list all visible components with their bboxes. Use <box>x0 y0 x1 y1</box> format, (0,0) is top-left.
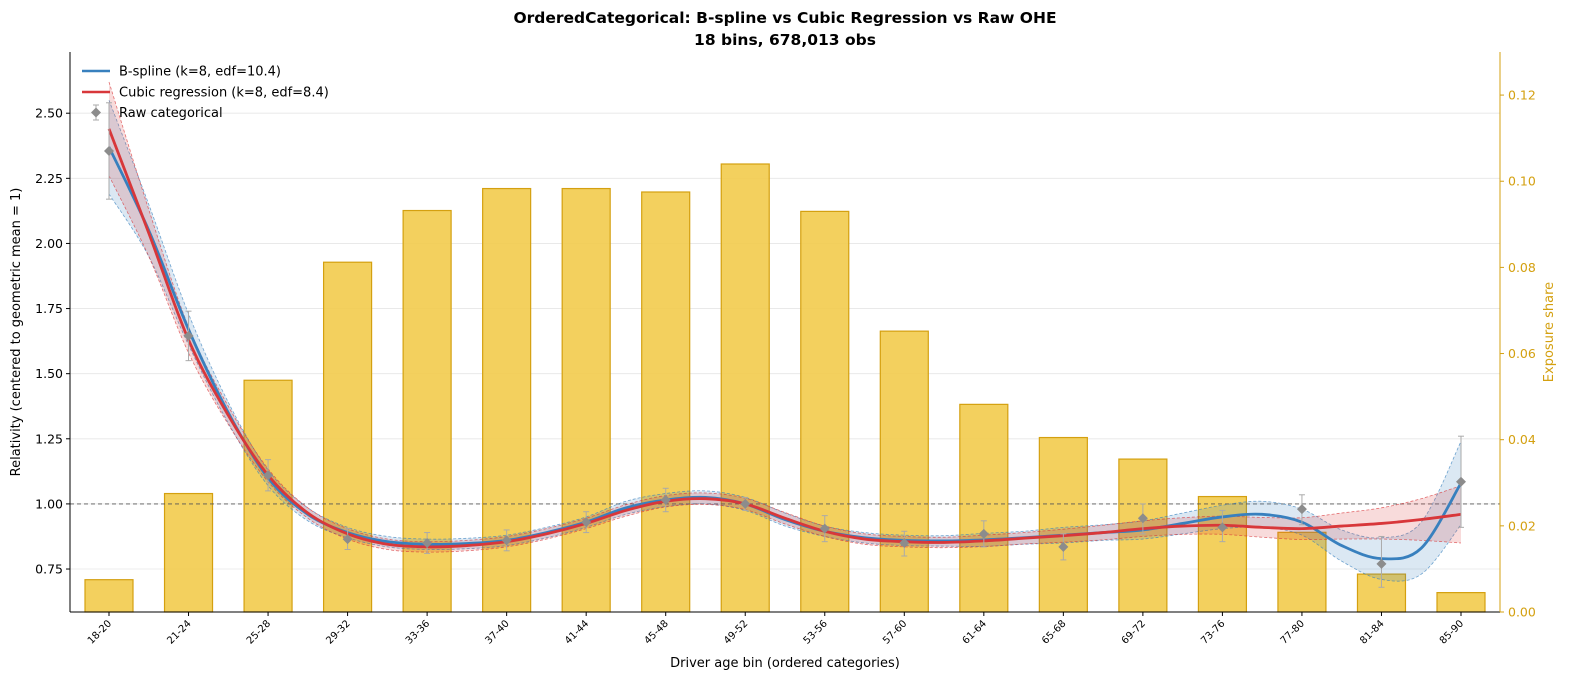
right-tick-label-5: 0.10 <box>1508 174 1536 189</box>
raw-point-49-52 <box>740 498 751 509</box>
exposure-bar-41-44 <box>561 187 611 613</box>
x-tick-label-29-32: 29-32 <box>324 618 352 646</box>
legend-label-cubic: Cubic regression (k=8, edf=8.4) <box>119 86 329 101</box>
spline-lines <box>107 128 1463 561</box>
raw-point-29-32 <box>342 534 353 545</box>
right-tick-label-3: 0.06 <box>1508 346 1536 361</box>
chart-title-line2: 18 bins, 678,013 obs <box>694 31 876 49</box>
chart-title-line1: OrderedCategorical: B-spline vs Cubic Re… <box>513 9 1056 27</box>
raw-point-65-68 <box>1058 541 1069 552</box>
legend-label-bspline: B-spline (k=8, edf=10.4) <box>119 65 281 80</box>
series-line-bspline <box>107 146 1463 561</box>
right-tick-label-6: 0.12 <box>1508 88 1536 103</box>
x-tick-label-57-60: 57-60 <box>881 618 909 646</box>
raw-point-85-90 <box>1456 476 1466 487</box>
raw-point-57-60 <box>899 537 910 548</box>
legend-swatch-raw-marker <box>91 107 101 118</box>
exposure-bar-77-80 <box>1277 531 1327 613</box>
right-tick-label-1: 0.02 <box>1508 518 1536 533</box>
x-tick-label-85-90: 85-90 <box>1438 618 1466 646</box>
x-tick-label-81-84: 81-84 <box>1358 618 1386 646</box>
exposure-bar-18-20 <box>84 579 134 613</box>
axes <box>69 52 1501 613</box>
raw-point-77-80 <box>1296 504 1307 515</box>
exposure-bar-29-32 <box>322 261 373 613</box>
exposure-bar-69-72 <box>1118 458 1168 613</box>
raw-point-37-40 <box>501 535 512 546</box>
exposure-bar-57-60 <box>879 330 929 613</box>
x-tick-label-73-76: 73-76 <box>1199 618 1227 646</box>
raw-point-69-72 <box>1137 513 1148 524</box>
x-tick-label-41-44: 41-44 <box>563 618 591 646</box>
raw-point-18-20 <box>104 145 114 156</box>
raw-point-53-56 <box>819 523 830 534</box>
raw-point-33-36 <box>422 537 433 548</box>
exposure-bar-53-56 <box>800 210 850 613</box>
exposure-bar-85-90 <box>1436 592 1486 613</box>
x-tick-label-25-28: 25-28 <box>245 618 273 646</box>
raw-point-61-64 <box>978 528 989 539</box>
x-tick-label-61-64: 61-64 <box>961 618 989 646</box>
exposure-bars <box>84 163 1486 613</box>
ci-upper-cubic <box>108 81 1462 543</box>
x-tick-label-37-40: 37-40 <box>483 618 511 646</box>
raw-point-45-48 <box>660 495 671 505</box>
ci-upper-bspline <box>108 100 1462 540</box>
raw-point-41-44 <box>581 517 592 528</box>
x-axis-label: Driver age bin (ordered categories) <box>670 656 900 671</box>
legend: B-spline (k=8, edf=10.4) Cubic regressio… <box>82 65 329 121</box>
right-axis-ticks: 0.00 0.02 0.04 0.06 0.08 0.10 0.12 <box>1500 88 1536 620</box>
y-axis-label-left: Relativity (centered to geometric mean =… <box>9 188 24 477</box>
exposure-bar-49-52 <box>720 163 770 613</box>
x-tick-label-49-52: 49-52 <box>722 618 750 646</box>
left-axis-ticks: 0.75 1.00 1.25 1.50 1.75 2.00 2.25 2.50 <box>35 106 70 577</box>
y-axis-label-right: Exposure share <box>1542 282 1557 382</box>
right-tick-label-4: 0.08 <box>1508 260 1536 275</box>
x-axis-ticks: 18-20 21-24 25-28 29-32 33-36 37-40 41-44 45-48… <box>86 612 1466 647</box>
x-tick-label-18-20: 18-20 <box>86 618 114 646</box>
left-tick-label-6: 2.25 <box>35 171 63 186</box>
x-tick-label-69-72: 69-72 <box>1120 618 1148 646</box>
raw-point-81-84 <box>1376 558 1387 569</box>
x-tick-label-33-36: 33-36 <box>404 618 432 646</box>
exposure-bar-65-68 <box>1038 436 1088 613</box>
series-line-cubic <box>107 128 1462 549</box>
x-tick-label-65-68: 65-68 <box>1040 618 1068 646</box>
raw-point-21-24 <box>183 330 194 341</box>
exposure-bar-21-24 <box>163 492 214 613</box>
ci-band-bspline <box>109 100 1461 582</box>
raw-point-73-76 <box>1217 522 1228 533</box>
legend-label-raw: Raw categorical <box>119 106 223 121</box>
left-tick-label-7: 2.50 <box>35 106 63 121</box>
x-tick-label-21-24: 21-24 <box>165 618 193 646</box>
x-tick-label-53-56: 53-56 <box>802 618 830 646</box>
left-tick-label-0: 0.75 <box>35 562 63 577</box>
ci-lower-bspline <box>108 193 1462 582</box>
exposure-bar-45-48 <box>641 191 691 613</box>
left-tick-label-2: 1.25 <box>35 431 63 446</box>
left-tick-label-5: 2.00 <box>35 236 63 251</box>
ci-band-cubic <box>109 81 1461 553</box>
raw-categorical-points <box>104 102 1466 588</box>
right-tick-label-0: 0.00 <box>1508 605 1536 620</box>
confidence-bands <box>108 81 1462 582</box>
left-tick-label-1: 1.00 <box>35 496 63 511</box>
right-tick-label-2: 0.04 <box>1508 432 1536 447</box>
raw-point-25-28 <box>263 470 274 481</box>
left-tick-label-3: 1.50 <box>35 366 63 381</box>
x-tick-label-45-48: 45-48 <box>642 618 670 646</box>
exposure-bar-61-64 <box>959 403 1009 613</box>
left-tick-label-4: 1.75 <box>35 301 63 316</box>
ci-lower-cubic <box>108 175 1462 553</box>
x-tick-label-77-80: 77-80 <box>1279 618 1307 646</box>
